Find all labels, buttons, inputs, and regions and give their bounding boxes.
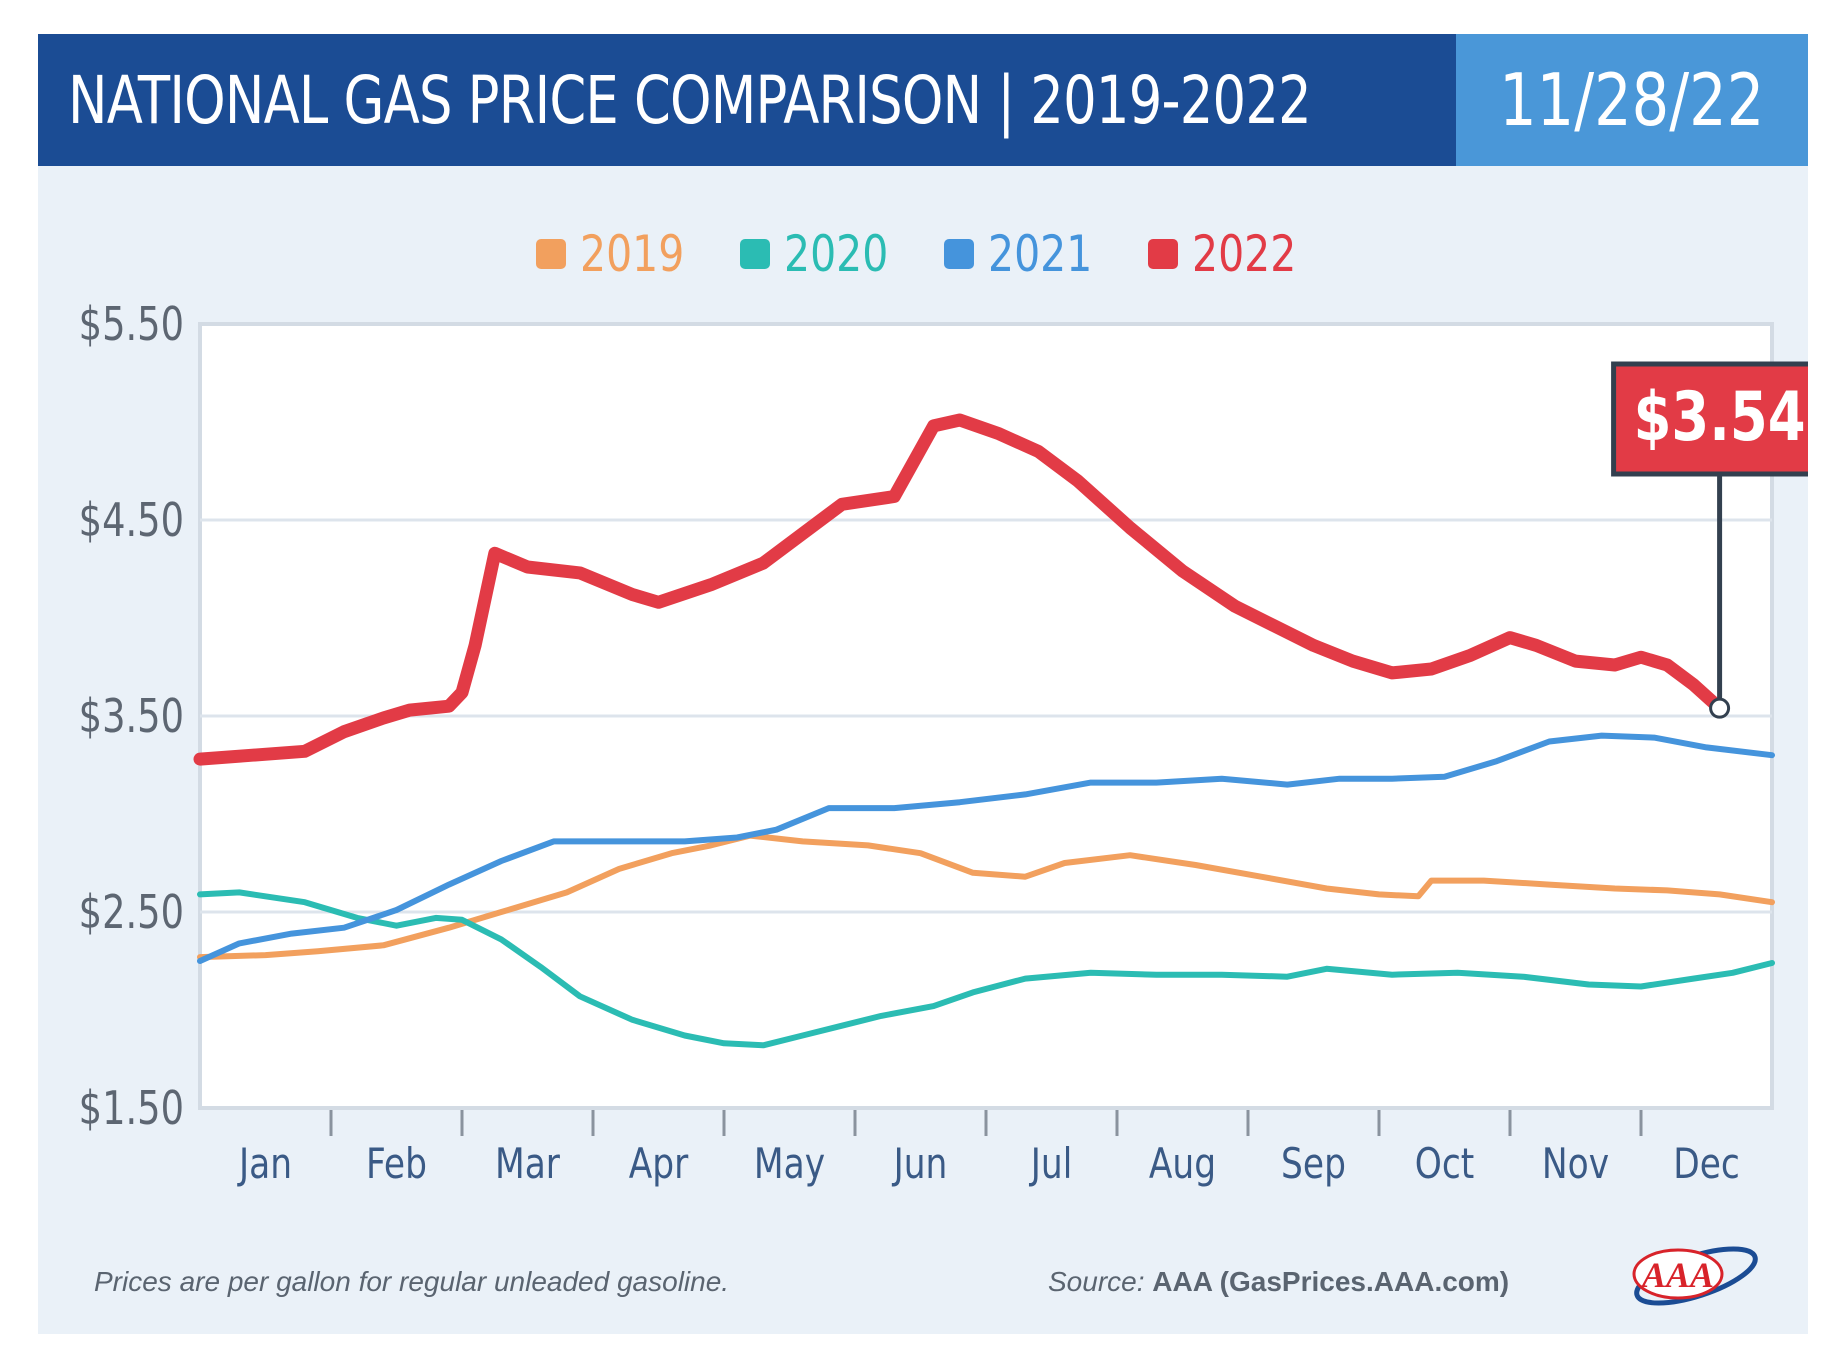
- series-line-2022: [193, 413, 1727, 766]
- legend-label-2019: 2019: [580, 225, 685, 283]
- x-tick-label: Feb: [366, 1140, 427, 1189]
- y-tick-label: $4.50: [79, 493, 184, 547]
- legend-item-2020: 2020: [740, 225, 902, 283]
- x-tick-label: Nov: [1542, 1140, 1609, 1189]
- y-tick-label: $1.50: [79, 1081, 184, 1135]
- date-label: 11/28/22: [1499, 58, 1765, 142]
- aaa-logo: AAA: [1632, 1246, 1758, 1306]
- legend-item-2019: 2019: [536, 225, 698, 283]
- infographic-card: NATIONAL GAS PRICE COMPARISON | 2019-202…: [38, 34, 1808, 1334]
- y-tick-label: $2.50: [79, 885, 184, 939]
- callout-point: [1709, 697, 1731, 719]
- x-tick-label: Mar: [495, 1140, 560, 1189]
- legend-label-2022: 2022: [1192, 225, 1297, 283]
- logo-text: AAA: [1640, 1255, 1714, 1295]
- y-tick-label: $5.50: [79, 297, 184, 351]
- callout-label: $3.54: [1634, 377, 1806, 457]
- x-tick-label: Dec: [1673, 1140, 1740, 1189]
- y-tick-label: $3.50: [79, 689, 184, 743]
- x-tick-label: Jun: [892, 1140, 948, 1189]
- date-badge: 11/28/22: [1456, 34, 1808, 166]
- legend: 2019 2020 2021 2022: [38, 222, 1808, 286]
- legend-item-2022: 2022: [1148, 225, 1310, 283]
- header: NATIONAL GAS PRICE COMPARISON | 2019-202…: [38, 34, 1808, 166]
- x-tick-label: Jul: [1029, 1140, 1072, 1189]
- legend-swatch-2021: [944, 239, 974, 269]
- x-tick-label: Jan: [237, 1140, 292, 1189]
- series-line-2019: [197, 832, 1775, 961]
- footnote: Prices are per gallon for regular unlead…: [94, 1266, 730, 1297]
- x-tick-label: Oct: [1415, 1140, 1475, 1189]
- legend-label-2020: 2020: [784, 225, 889, 283]
- legend-swatch-2019: [536, 239, 566, 269]
- x-tick-label: May: [754, 1140, 825, 1189]
- series-line-2020: [197, 889, 1775, 1049]
- line-chart: $5.50 $4.50 $3.50 $2.50 $1.50 Jan Feb Mar Apr May…: [79, 297, 1808, 1189]
- source-credit: Source: AAA (GasPrices.AAA.com): [1048, 1266, 1509, 1298]
- source-label: Source:: [1048, 1266, 1145, 1297]
- legend-label-2021: 2021: [988, 225, 1093, 283]
- x-tick-label: Apr: [629, 1140, 689, 1189]
- chart-title: NATIONAL GAS PRICE COMPARISON | 2019-202…: [68, 61, 1312, 139]
- series-line-2021: [197, 732, 1775, 964]
- callout-box: [1611, 361, 1808, 477]
- legend-item-2021: 2021: [944, 225, 1106, 283]
- title-bar: NATIONAL GAS PRICE COMPARISON | 2019-202…: [38, 34, 1456, 166]
- legend-swatch-2022: [1148, 239, 1178, 269]
- x-tick-label: Aug: [1149, 1140, 1216, 1189]
- source-value: AAA (GasPrices.AAA.com): [1152, 1266, 1510, 1297]
- x-tick-label: Sep: [1281, 1140, 1346, 1189]
- legend-swatch-2020: [740, 239, 770, 269]
